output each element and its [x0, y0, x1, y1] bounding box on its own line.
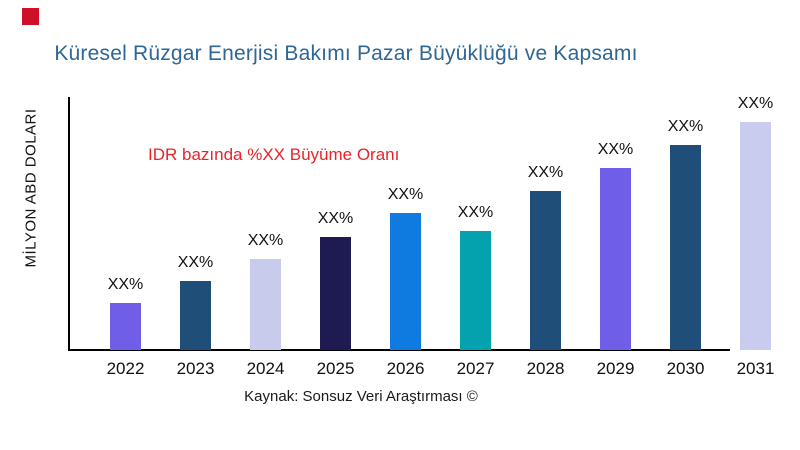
x-tick-label-2028: 2028: [526, 359, 565, 378]
x-tick-label-2024: 2024: [246, 359, 285, 378]
bar-value-label-2028: XX%: [527, 164, 564, 181]
x-tick-label-2022: 2022: [106, 359, 145, 378]
x-tick-label-2025: 2025: [316, 359, 355, 378]
bar-2028: [530, 191, 561, 350]
y-axis-label: MİLYON ABD DOLARI: [22, 108, 40, 268]
x-tick-label-2026: 2026: [386, 359, 425, 378]
bar-value-label-2027: XX%: [457, 204, 494, 221]
bar-value-label-2030: XX%: [667, 118, 704, 135]
bar-value-label-2031: XX%: [737, 95, 774, 112]
bar-value-label-2022: XX%: [107, 276, 144, 293]
bar-2023: [180, 281, 211, 350]
source-attribution: Kaynak: Sonsuz Veri Araştırması ©: [244, 388, 478, 405]
growth-rate-annotation: IDR bazında %XX Büyüme Oranı: [148, 145, 400, 164]
x-tick-label-2027: 2027: [456, 359, 495, 378]
chart-title: Küresel Rüzgar Enerjisi Bakımı Pazar Büy…: [54, 42, 638, 65]
y-axis-line: [68, 97, 70, 350]
x-tick-label-2031: 2031: [736, 359, 775, 378]
bar-2031: [740, 122, 771, 350]
bar-value-label-2029: XX%: [597, 141, 634, 158]
x-tick-label-2029: 2029: [596, 359, 635, 378]
x-tick-label-2023: 2023: [176, 359, 215, 378]
x-axis-line: [68, 349, 730, 351]
x-tick-label-2030: 2030: [666, 359, 705, 378]
bar-2029: [600, 168, 631, 350]
bar-2030: [670, 145, 701, 350]
bar-2025: [320, 237, 351, 350]
bar-value-label-2025: XX%: [317, 210, 354, 227]
bar-value-label-2026: XX%: [387, 186, 424, 203]
brand-logo-square: [22, 8, 39, 25]
bar-2024: [250, 259, 281, 350]
bar-value-label-2024: XX%: [247, 232, 284, 249]
bar-value-label-2023: XX%: [177, 254, 214, 271]
bar-2026: [390, 213, 421, 350]
bar-2022: [110, 303, 141, 350]
bar-2027: [460, 231, 491, 350]
